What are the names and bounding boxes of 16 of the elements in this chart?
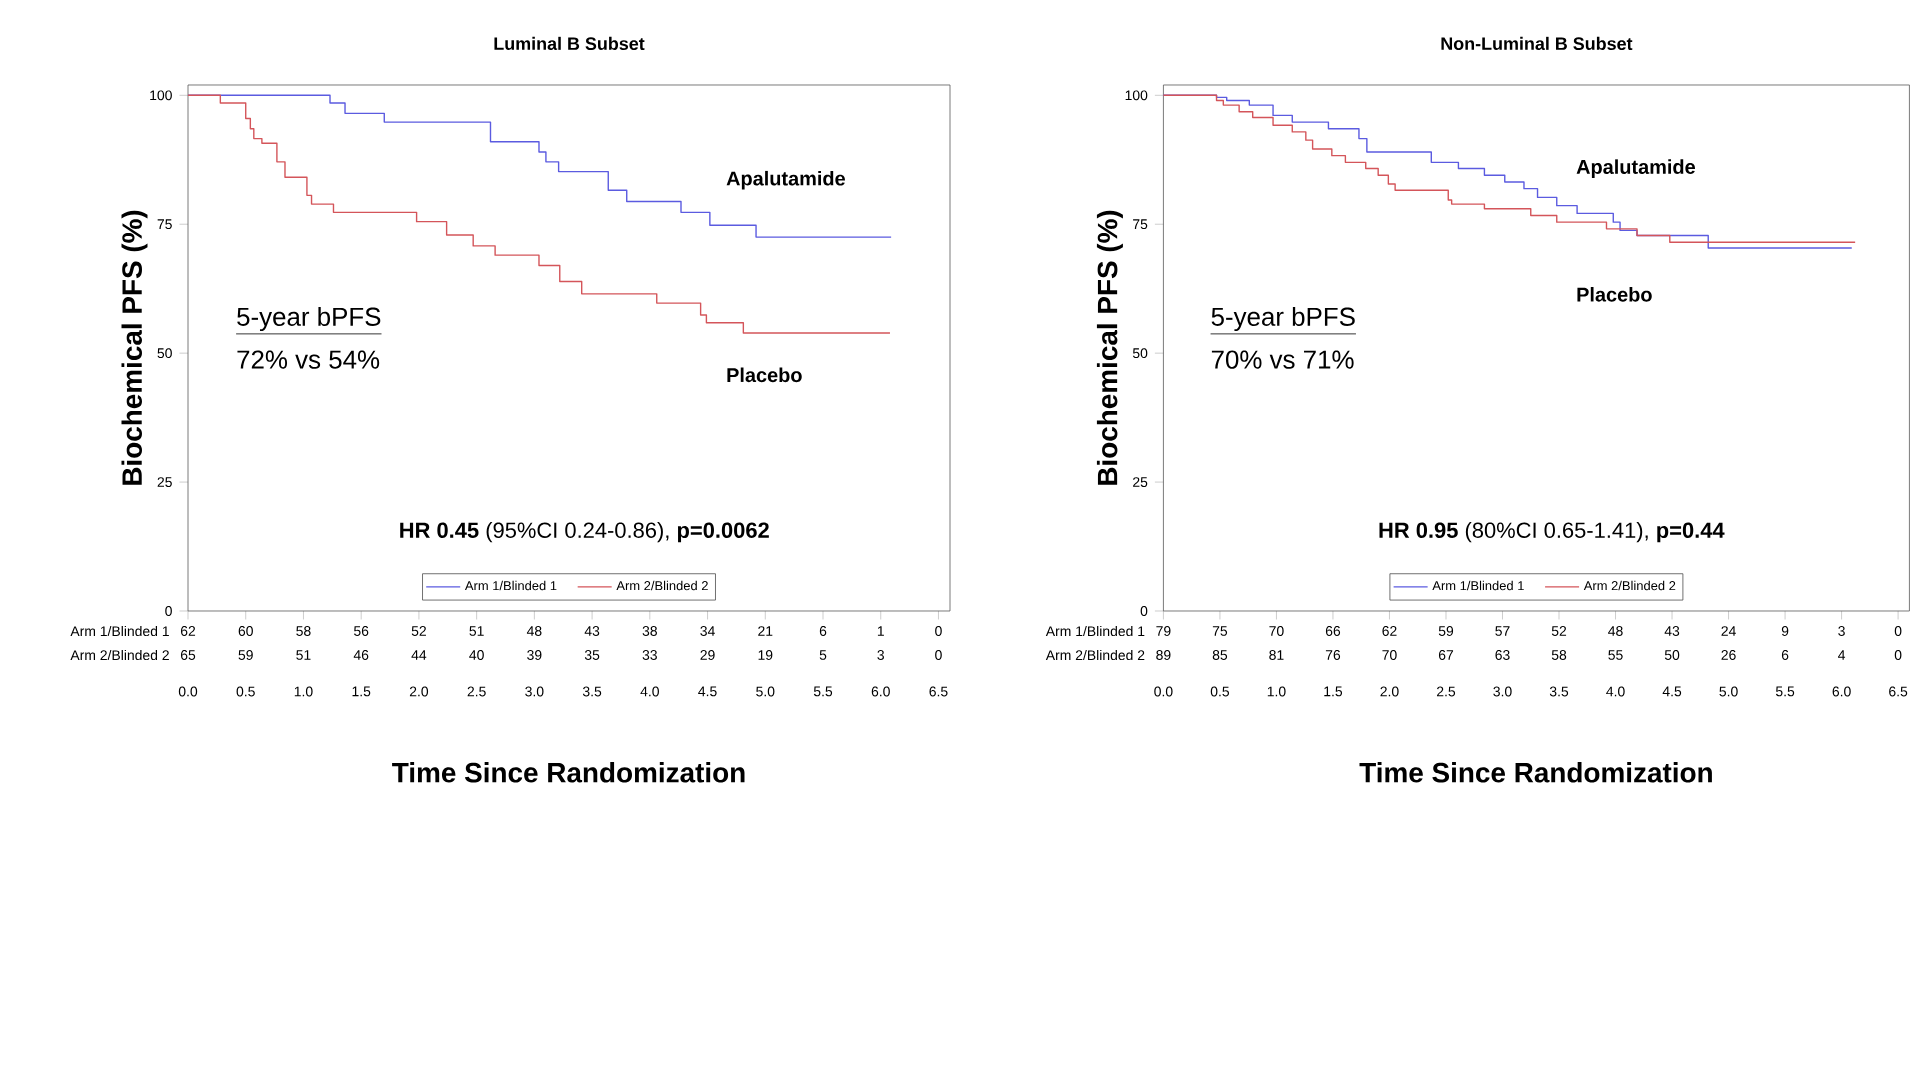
annotation: 5-year bPFS	[237, 306, 381, 332]
x-axis-title: Time Since Randomization	[1359, 762, 1712, 783]
x-axis-title: Time Since Randomization	[392, 762, 745, 783]
chart-title: Non-Luminal B Subset	[1441, 36, 1633, 51]
y-axis-title: Biochemical PFS (%)	[121, 210, 148, 485]
annotation: Apalutamide	[726, 170, 845, 190]
annotation: Placebo	[727, 367, 802, 383]
annotation: Placebo	[1577, 287, 1652, 302]
annotation: HR 0.45 (95%CI 0.24-0.86), p=0.0062	[400, 521, 769, 543]
annotation: 72% vs 54%	[237, 350, 380, 369]
annotation: Apalutamide	[1576, 159, 1696, 178]
annotation: 70% vs 71%	[1211, 350, 1354, 369]
annotation: 5-year bPFS	[1211, 306, 1355, 332]
chart-title: Luminal B Subset	[494, 36, 645, 51]
y-axis-title: Biochemical PFS (%)	[1096, 210, 1123, 485]
annotation: HR 0.95 (80%CI 0.65-1.41), p=0.44	[1379, 521, 1725, 543]
